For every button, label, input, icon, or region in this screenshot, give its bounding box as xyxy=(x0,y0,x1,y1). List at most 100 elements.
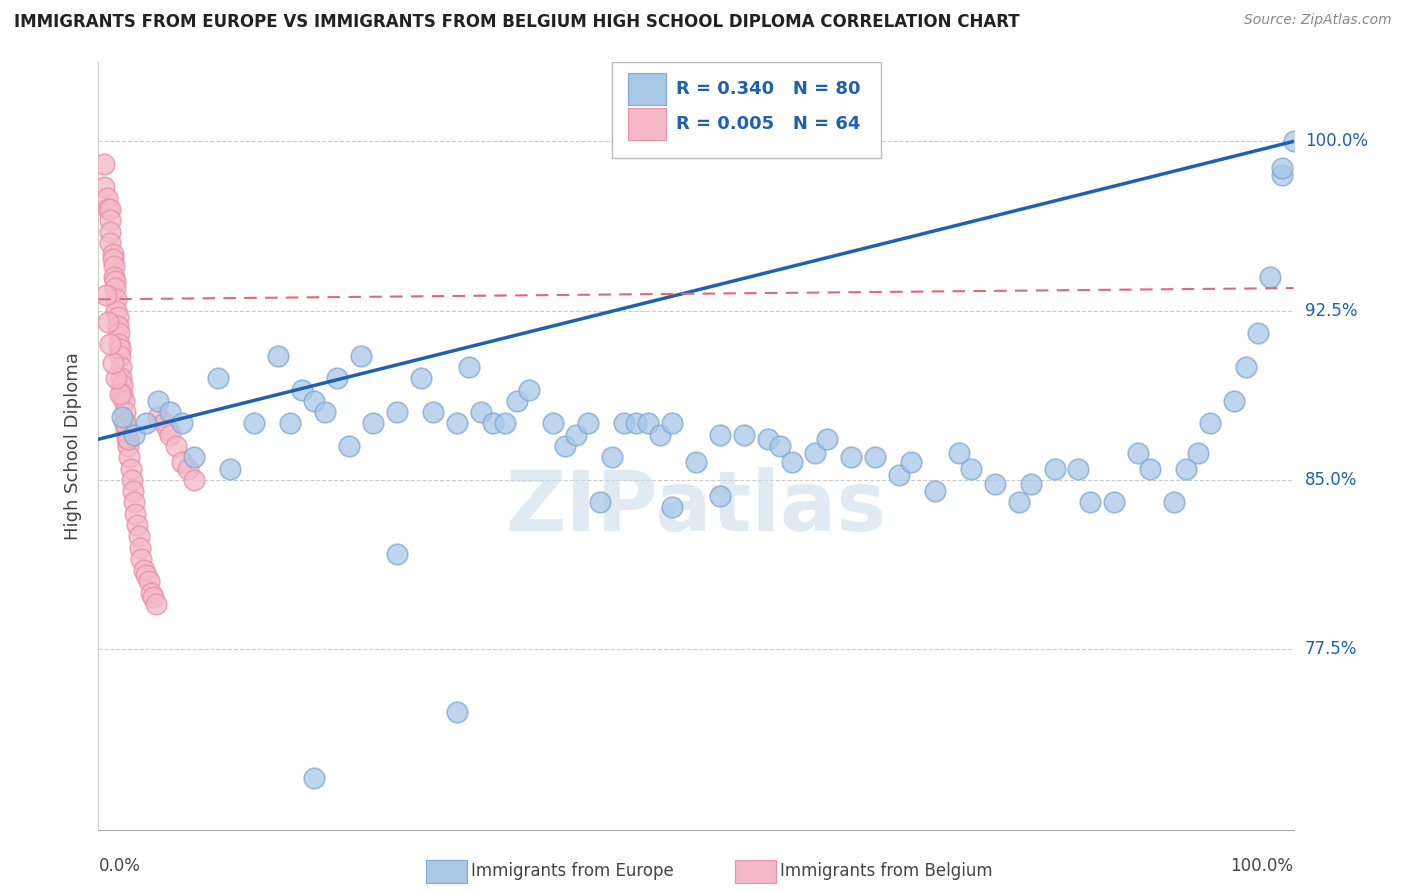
Point xyxy=(278,417,301,431)
Point xyxy=(125,518,148,533)
Point xyxy=(98,202,122,216)
Y-axis label: High School Diploma: High School Diploma xyxy=(65,352,83,540)
Point xyxy=(565,427,588,442)
Point xyxy=(108,342,131,356)
Point xyxy=(132,563,155,577)
FancyBboxPatch shape xyxy=(613,62,882,158)
Point xyxy=(648,427,672,442)
Point xyxy=(470,405,492,419)
Point xyxy=(108,387,131,401)
Point xyxy=(506,393,529,408)
Point xyxy=(207,371,229,385)
Point xyxy=(889,468,911,483)
Point xyxy=(1104,495,1126,509)
Point xyxy=(685,455,707,469)
Point xyxy=(924,484,946,499)
Point xyxy=(1163,495,1185,509)
Point xyxy=(1008,495,1031,509)
Point xyxy=(108,349,131,363)
Point xyxy=(1128,446,1150,460)
Point xyxy=(129,541,152,555)
Point xyxy=(101,252,124,266)
Point xyxy=(101,247,124,261)
Point xyxy=(105,371,128,385)
Point xyxy=(315,405,337,419)
Point xyxy=(107,319,129,334)
Point xyxy=(177,461,200,475)
Point xyxy=(121,473,143,487)
Point xyxy=(98,225,122,239)
Point xyxy=(1234,359,1257,374)
Point xyxy=(458,359,481,374)
Point xyxy=(172,455,194,469)
Point xyxy=(554,439,576,453)
Point xyxy=(411,371,433,385)
Point xyxy=(183,473,205,487)
Point xyxy=(1247,326,1270,341)
Point xyxy=(578,417,600,431)
Point xyxy=(159,427,181,442)
Point xyxy=(350,349,373,363)
Point xyxy=(138,574,160,589)
Point xyxy=(446,705,468,719)
Point xyxy=(865,450,887,465)
Point xyxy=(1271,161,1294,176)
Point xyxy=(153,417,176,431)
Text: R = 0.005   N = 64: R = 0.005 N = 64 xyxy=(676,115,860,133)
Point xyxy=(422,405,444,419)
Point xyxy=(733,427,755,442)
FancyBboxPatch shape xyxy=(628,73,666,105)
Point xyxy=(142,590,165,604)
Point xyxy=(148,393,170,408)
Point xyxy=(98,337,122,351)
FancyBboxPatch shape xyxy=(628,108,666,140)
Text: IMMIGRANTS FROM EUROPE VS IMMIGRANTS FROM BELGIUM HIGH SCHOOL DIPLOMA CORRELATIO: IMMIGRANTS FROM EUROPE VS IMMIGRANTS FRO… xyxy=(14,13,1019,31)
Point xyxy=(172,417,194,431)
Point xyxy=(98,235,122,250)
Text: 100.0%: 100.0% xyxy=(1230,857,1294,875)
Point xyxy=(104,274,127,288)
Point xyxy=(385,405,409,419)
Point xyxy=(105,303,128,318)
Point xyxy=(120,461,142,475)
Point xyxy=(481,417,505,431)
Point xyxy=(291,383,314,397)
Point xyxy=(804,446,827,460)
Point xyxy=(97,202,120,216)
Point xyxy=(626,417,648,431)
Point xyxy=(114,417,136,431)
Text: Source: ZipAtlas.com: Source: ZipAtlas.com xyxy=(1244,13,1392,28)
Point xyxy=(302,393,325,408)
Point xyxy=(93,157,115,171)
Point xyxy=(1019,477,1042,491)
Point xyxy=(124,507,146,521)
Point xyxy=(589,495,612,509)
Point xyxy=(948,446,970,460)
Point xyxy=(183,450,205,465)
Text: Immigrants from Europe: Immigrants from Europe xyxy=(471,863,673,880)
Point xyxy=(117,439,139,453)
Point xyxy=(135,417,157,431)
Point xyxy=(101,355,124,369)
Point xyxy=(602,450,624,465)
Point xyxy=(541,417,564,431)
Text: 77.5%: 77.5% xyxy=(1305,640,1357,658)
Point xyxy=(494,417,516,431)
Point xyxy=(637,417,659,431)
Point xyxy=(363,417,385,431)
Point xyxy=(94,288,117,302)
Text: R = 0.340   N = 80: R = 0.340 N = 80 xyxy=(676,80,860,98)
Point xyxy=(900,455,922,469)
Point xyxy=(1175,461,1198,475)
Point xyxy=(115,432,138,446)
Point xyxy=(122,484,145,499)
Point xyxy=(326,371,349,385)
Point xyxy=(1080,495,1102,509)
Point xyxy=(139,585,162,599)
Point xyxy=(114,405,136,419)
Point xyxy=(111,409,134,424)
Point xyxy=(243,417,266,431)
Point xyxy=(111,378,134,392)
Point xyxy=(117,432,139,446)
Point xyxy=(1139,461,1161,475)
